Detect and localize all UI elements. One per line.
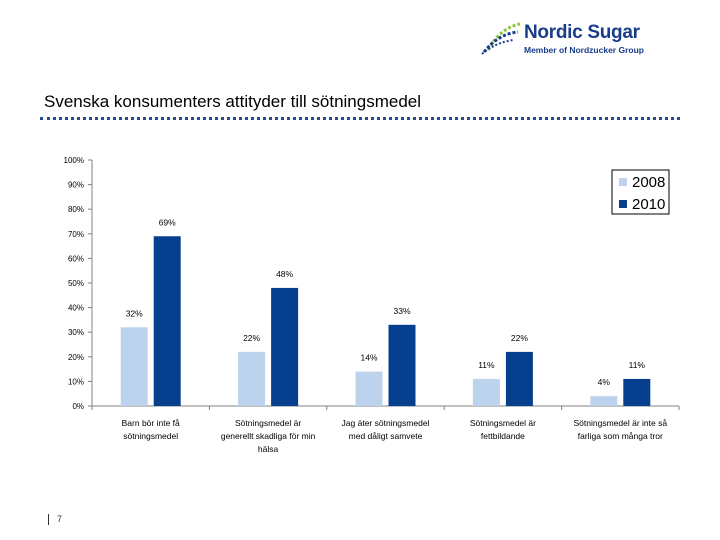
data-label-2008: 4% xyxy=(598,377,611,387)
data-label-2010: 69% xyxy=(159,217,176,227)
x-category-label-line: Jag äter sötningsmedel xyxy=(342,418,430,428)
legend-label-2010: 2010 xyxy=(632,196,665,213)
y-tick-label: 100% xyxy=(64,156,84,165)
bar-2008 xyxy=(355,371,383,406)
y-tick-label: 20% xyxy=(68,353,84,362)
x-category-label: Sötningsmedel är generellt skadliga för m… xyxy=(221,418,316,454)
data-label-2010: 11% xyxy=(629,360,646,370)
y-tick-label: 30% xyxy=(68,328,84,337)
x-category-label-line: fettbildande xyxy=(481,431,525,441)
x-category-label-line: Sötningsmedel är xyxy=(470,418,536,428)
bar-2010 xyxy=(623,378,651,406)
footer-divider xyxy=(48,514,49,526)
y-tick-label: 0% xyxy=(72,402,84,411)
y-tick-label: 40% xyxy=(68,304,84,313)
x-category-label-line: hälsa xyxy=(258,444,279,454)
x-category-label: Barn bör inte få sötningsmedel xyxy=(122,418,180,441)
bar-2008 xyxy=(590,396,618,406)
data-label-2008: 22% xyxy=(243,333,260,343)
page-footer: 7 xyxy=(48,514,63,526)
bar-2010 xyxy=(505,351,533,406)
x-category-label: Sötningsmedel är inte så farliga som mång… xyxy=(574,418,668,441)
title-divider xyxy=(40,117,680,120)
y-tick-label: 50% xyxy=(68,279,84,288)
y-tick-label: 80% xyxy=(68,205,84,214)
bar-2008 xyxy=(238,351,266,406)
y-tick-label: 10% xyxy=(68,377,84,386)
x-category-label-line: generellt skadliga för min xyxy=(221,431,316,441)
legend-swatch-2010 xyxy=(619,200,627,208)
y-tick-label: 90% xyxy=(68,181,84,190)
x-category-label-line: sötningsmedel xyxy=(123,431,178,441)
x-category-label-line: Sötningsmedel är inte så xyxy=(574,418,668,428)
bar-2010 xyxy=(271,287,299,406)
x-category-label: Sötningsmedel är fettbildande xyxy=(470,418,536,441)
legend-label-2008: 2008 xyxy=(632,174,665,191)
brand-tagline: Member of Nordzucker Group xyxy=(524,45,644,55)
data-label-2010: 48% xyxy=(276,269,293,279)
bar-2010 xyxy=(153,236,181,406)
y-tick-label: 70% xyxy=(68,230,84,239)
legend-swatch-2008 xyxy=(619,178,627,186)
x-category-label-line: Sötningsmedel är xyxy=(235,418,301,428)
bar-2008 xyxy=(120,327,148,406)
data-label-2008: 14% xyxy=(360,353,377,363)
y-tick-label: 60% xyxy=(68,254,84,263)
page-title: Svenska konsumenters attityder till sötn… xyxy=(44,92,422,111)
x-category-label-line: farliga som många tror xyxy=(578,431,663,441)
nordic-sugar-logo: Nordic Sugar Member of Nordzucker Group xyxy=(478,20,658,62)
data-label-2008: 32% xyxy=(126,308,143,318)
data-label-2010: 33% xyxy=(393,306,410,316)
bar-2010 xyxy=(388,324,416,406)
data-label-2008: 11% xyxy=(478,360,495,370)
brand-name: Nordic Sugar xyxy=(524,22,640,43)
logo-mark-icon xyxy=(481,22,521,55)
page-number: 7 xyxy=(57,514,63,524)
x-category-label-line: med dåligt samvete xyxy=(349,431,423,441)
x-category-label-line: Barn bör inte få xyxy=(122,418,180,428)
x-category-label: Jag äter sötningsmedel med dåligt samvete xyxy=(342,418,430,441)
data-label-2010: 22% xyxy=(511,333,528,343)
bar-2008 xyxy=(472,378,500,406)
